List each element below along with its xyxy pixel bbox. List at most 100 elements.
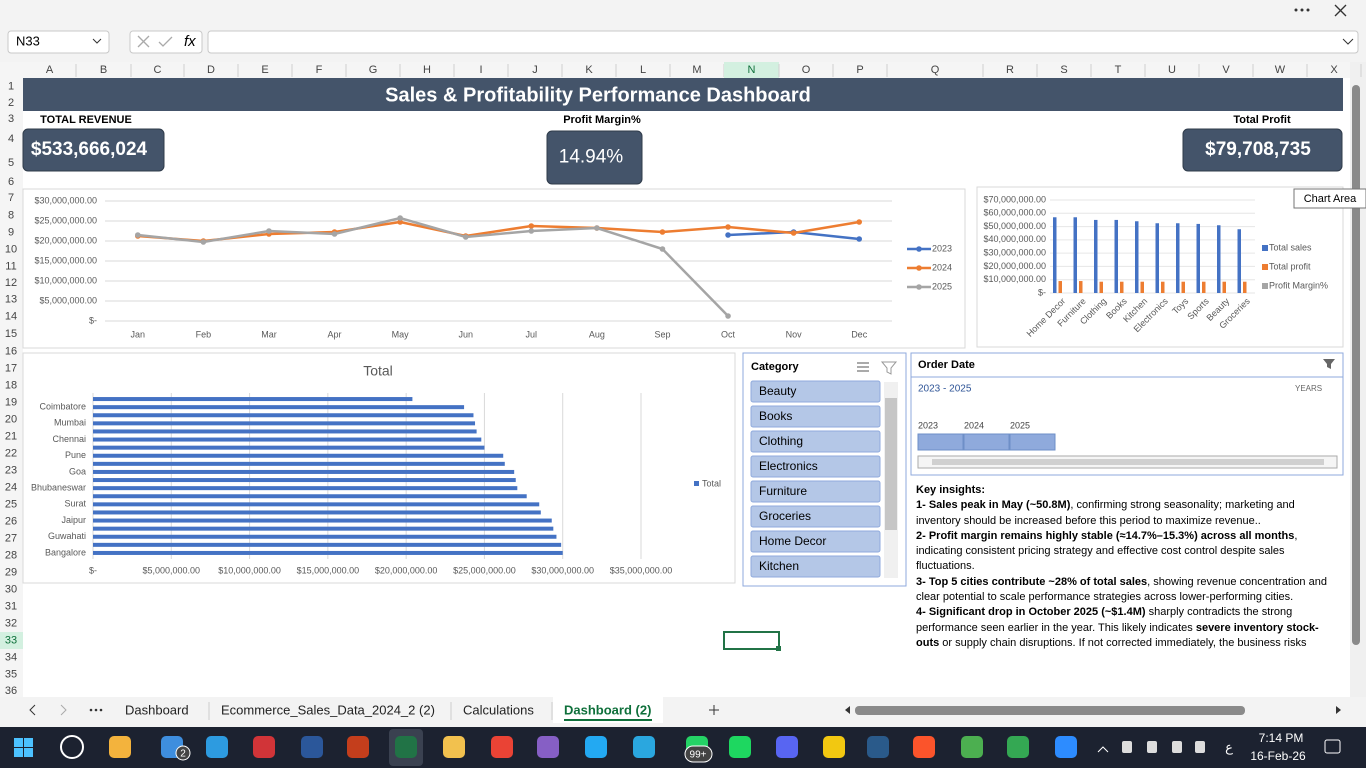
tray-icon[interactable] xyxy=(1195,741,1205,753)
slicer-item[interactable] xyxy=(750,405,881,428)
row-header[interactable]: 18 xyxy=(5,379,17,391)
column-header[interactable]: V xyxy=(1222,64,1230,76)
slicer-item[interactable] xyxy=(750,555,881,578)
row-header[interactable]: 25 xyxy=(5,498,17,510)
row-header[interactable]: 6 xyxy=(8,176,14,188)
column-header[interactable]: J xyxy=(532,64,538,76)
column-header[interactable]: B xyxy=(100,64,107,76)
row-header[interactable]: 9 xyxy=(8,226,14,238)
row-header[interactable]: 31 xyxy=(5,600,17,612)
row-header[interactable]: 7 xyxy=(8,192,14,204)
slicer-item[interactable] xyxy=(750,505,881,528)
taskbar-app[interactable] xyxy=(729,736,751,758)
multi-select-icon[interactable] xyxy=(857,362,869,372)
taskbar-app[interactable] xyxy=(206,736,228,758)
row-header[interactable]: 22 xyxy=(5,447,17,459)
clear-filter-icon[interactable] xyxy=(880,361,898,375)
taskbar-app[interactable] xyxy=(60,735,84,759)
taskbar-app[interactable] xyxy=(913,736,935,758)
prev-sheet[interactable] xyxy=(29,704,36,716)
timeline-clear-icon[interactable] xyxy=(1323,359,1335,369)
add-sheet[interactable] xyxy=(709,705,719,715)
column-header[interactable]: D xyxy=(207,64,215,76)
row-header[interactable]: 36 xyxy=(5,685,17,697)
row-header[interactable]: 23 xyxy=(5,464,17,476)
column-header[interactable]: K xyxy=(585,64,593,76)
column-header[interactable]: M xyxy=(692,64,701,76)
row-header[interactable]: 21 xyxy=(5,430,17,442)
slicer-item-label[interactable]: Electronics xyxy=(759,459,818,473)
enter-icon[interactable] xyxy=(158,36,173,47)
column-header[interactable]: U xyxy=(1168,64,1176,76)
row-header[interactable]: 11 xyxy=(5,260,16,272)
column-header[interactable]: S xyxy=(1060,64,1067,76)
row-header[interactable]: 34 xyxy=(5,651,17,663)
row-header[interactable]: 24 xyxy=(5,481,17,493)
column-header[interactable]: F xyxy=(316,64,323,76)
row-header[interactable]: 12 xyxy=(5,277,17,289)
taskbar-app[interactable] xyxy=(537,736,559,758)
input-language[interactable]: ع xyxy=(1225,739,1233,755)
sheet-tab[interactable]: Dashboard (2) xyxy=(564,702,651,717)
row-header[interactable]: 8 xyxy=(8,209,14,221)
slicer-item-label[interactable]: Furniture xyxy=(759,484,807,498)
column-header[interactable]: C xyxy=(154,64,162,76)
row-header[interactable]: 35 xyxy=(5,668,17,680)
row-header[interactable]: 2 xyxy=(8,97,14,109)
taskbar-app[interactable] xyxy=(633,736,655,758)
taskbar-app[interactable] xyxy=(867,736,889,758)
next-sheet[interactable] xyxy=(60,704,67,716)
row-header[interactable]: 1 xyxy=(8,80,14,92)
row-header[interactable]: 20 xyxy=(5,413,17,425)
sheet-more[interactable] xyxy=(89,708,103,712)
sheet-tab[interactable]: Dashboard xyxy=(125,702,189,717)
selected-cell[interactable] xyxy=(723,631,780,650)
taskbar-app[interactable] xyxy=(1055,736,1077,758)
taskbar-app[interactable] xyxy=(443,736,465,758)
name-box[interactable] xyxy=(7,30,110,54)
column-header[interactable]: H xyxy=(423,64,431,76)
taskbar-app[interactable] xyxy=(395,736,417,758)
column-header[interactable]: L xyxy=(640,64,646,76)
column-header[interactable]: P xyxy=(856,64,863,76)
column-header[interactable]: T xyxy=(1115,64,1122,76)
timeline-period[interactable] xyxy=(1009,433,1056,451)
more-button[interactable] xyxy=(1294,8,1310,12)
column-header[interactable]: R xyxy=(1006,64,1014,76)
fx-button[interactable]: fx xyxy=(184,33,196,50)
taskbar-app[interactable] xyxy=(491,736,513,758)
taskbar-app[interactable] xyxy=(347,736,369,758)
timeline-period[interactable] xyxy=(917,433,964,451)
taskbar-app[interactable] xyxy=(961,736,983,758)
tray-icon[interactable] xyxy=(1172,741,1182,753)
scroll-thumb[interactable] xyxy=(1352,85,1360,645)
slicer-item[interactable] xyxy=(750,455,881,478)
taskbar-app[interactable] xyxy=(823,736,845,758)
column-header[interactable]: O xyxy=(802,64,811,76)
column-header[interactable]: Q xyxy=(931,64,940,76)
formula-input[interactable] xyxy=(207,30,1359,54)
clock-date[interactable]: 16-Feb-26 xyxy=(1250,749,1306,763)
slicer-item-label[interactable]: Groceries xyxy=(759,509,811,523)
slicer-item-label[interactable]: Kitchen xyxy=(759,559,799,573)
column-header[interactable]: G xyxy=(369,64,378,76)
column-header[interactable]: E xyxy=(261,64,268,76)
tray-chevron[interactable] xyxy=(1097,746,1109,753)
sheet-tab[interactable]: Ecommerce_Sales_Data_2024_2 (2) xyxy=(221,702,435,717)
slicer-item[interactable] xyxy=(750,430,881,453)
column-header[interactable]: N xyxy=(748,64,756,76)
row-header[interactable]: 17 xyxy=(5,362,17,374)
taskbar-app[interactable] xyxy=(585,736,607,758)
slicer-scroll-thumb[interactable] xyxy=(885,398,897,530)
column-header[interactable]: I xyxy=(479,64,482,76)
tray-icon[interactable] xyxy=(1122,741,1132,753)
row-header[interactable]: 3 xyxy=(8,113,14,125)
row-header[interactable]: 27 xyxy=(5,532,17,544)
timeline-period[interactable] xyxy=(963,433,1010,451)
row-header[interactable]: 16 xyxy=(5,345,17,357)
horizontal-scrollbar[interactable] xyxy=(855,706,1245,715)
slicer-item[interactable] xyxy=(750,480,881,503)
row-header[interactable]: 10 xyxy=(5,243,17,255)
column-header[interactable]: W xyxy=(1275,64,1286,76)
row-header[interactable]: 29 xyxy=(5,566,17,578)
